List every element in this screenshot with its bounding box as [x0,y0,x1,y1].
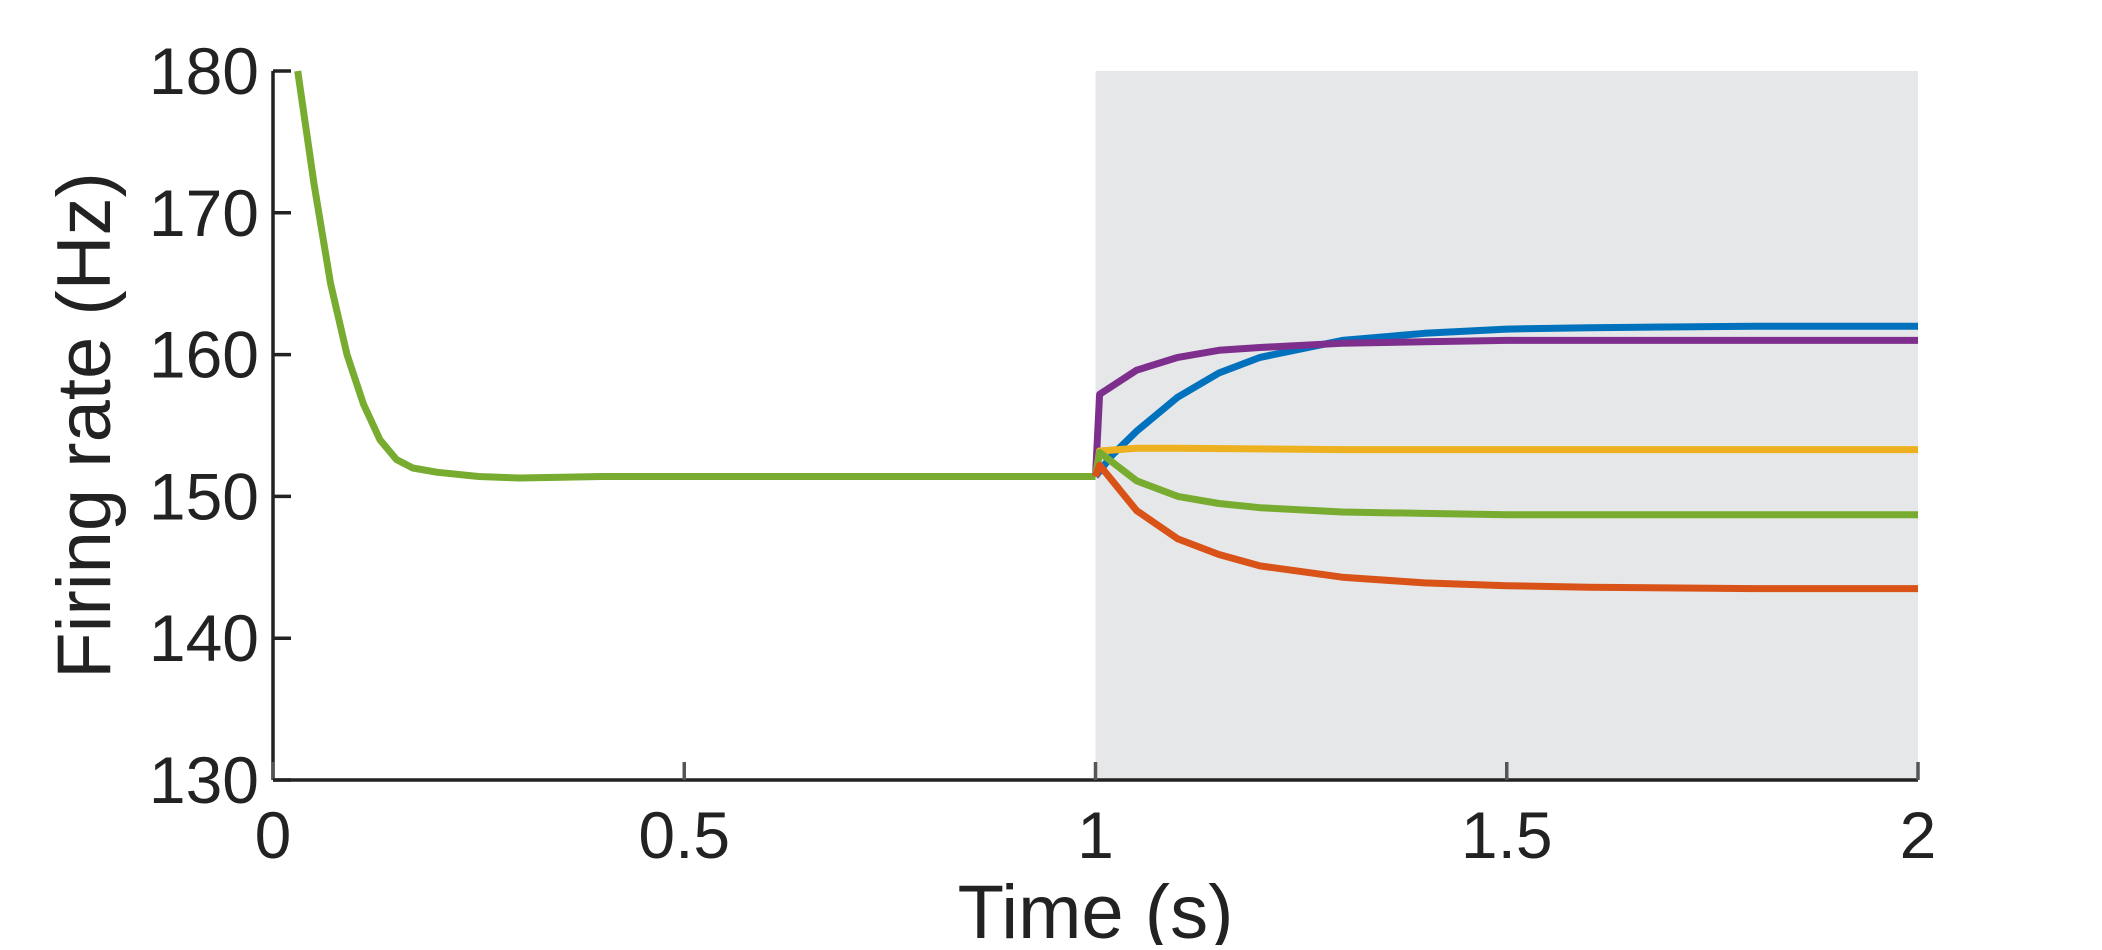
x-tick-label: 0 [255,798,292,872]
x-tick-label: 0.5 [638,798,730,872]
x-axis-title: Time (s) [958,870,1234,945]
y-tick-label: 130 [149,743,259,817]
series-line-5 [1092,448,1918,519]
series-line-6 [1092,461,1918,593]
y-tick-label: 140 [149,601,259,675]
y-axis-title: Firing rate (Hz) [42,172,127,679]
y-tick-label: 170 [149,176,259,250]
x-tick-label: 1 [1077,798,1114,872]
y-tick-label: 180 [149,34,259,108]
x-tick-label: 1.5 [1461,798,1553,872]
series-line-3 [1092,336,1918,477]
x-tick-label: 2 [1900,798,1937,872]
y-tick-label: 150 [149,459,259,533]
shaded-region [1095,71,1918,780]
y-tick-label: 160 [149,318,259,392]
series-line-1 [294,70,1096,482]
series-line-4 [1092,444,1918,478]
